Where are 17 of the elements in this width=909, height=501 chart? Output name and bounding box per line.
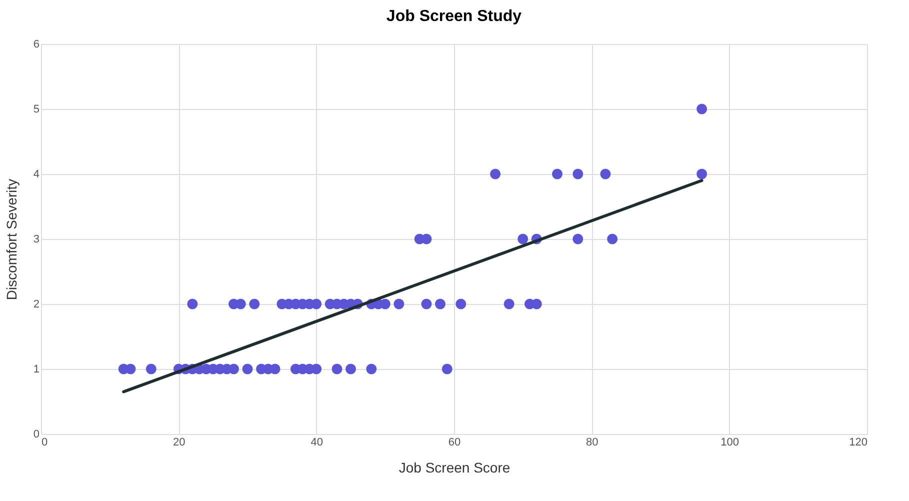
y-tick-label: 0 [33,428,40,440]
x-tick-label: 20 [173,436,186,448]
y-axis-title: Discomfort Severity [3,178,20,300]
x-axis-title: Job Screen Score [398,460,510,476]
x-tick-label: 80 [586,436,598,448]
y-tick-label: 4 [33,168,40,180]
y-tick-label: 3 [33,234,40,246]
y-tick-label: 2 [33,298,40,310]
x-tick-label: 40 [310,436,323,448]
y-tick-label: 1 [33,364,40,376]
x-tick-label: 0 [42,436,48,448]
y-tick-label: 6 [33,38,40,50]
chart-title: Job Screen Study [386,8,522,25]
x-tick-label: 120 [849,436,868,448]
x-tick-label: 60 [448,436,461,448]
x-tick-label: 100 [720,436,740,448]
y-tick-label: 5 [33,104,40,116]
